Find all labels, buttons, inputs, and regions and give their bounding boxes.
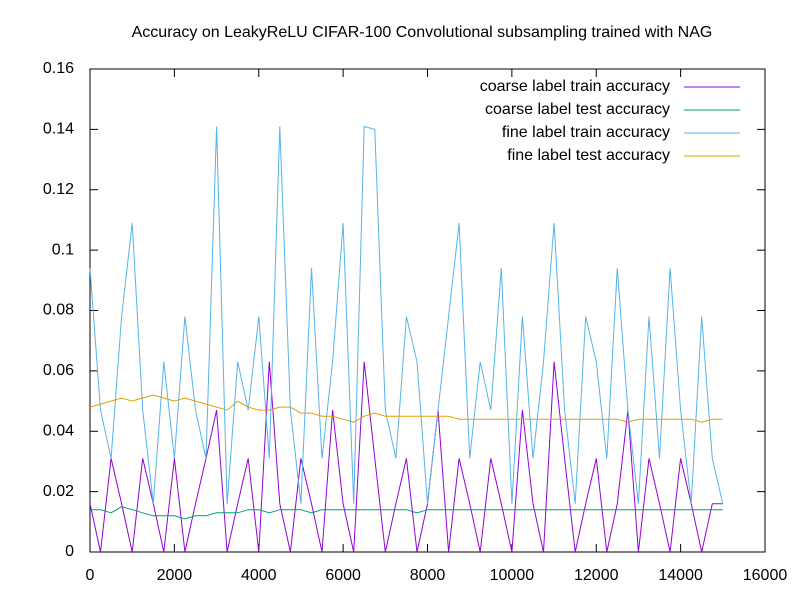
x-tick-label: 14000 [658, 567, 703, 584]
plot-frame [89, 68, 766, 553]
x-tick-label: 8000 [410, 567, 446, 584]
x-tick-label: 4000 [241, 567, 277, 584]
x-tick-label: 6000 [325, 567, 361, 584]
series-line [89, 125, 724, 504]
legend-label: coarse label test accuracy [485, 101, 670, 118]
x-tick-label: 12000 [574, 567, 619, 584]
y-tick-label: 0.14 [43, 121, 74, 138]
series-line [90, 506, 723, 520]
y-tick-label: 0.16 [43, 60, 74, 77]
x-tick-label: 16000 [743, 567, 788, 584]
legend-label: coarse label train accuracy [480, 78, 670, 95]
y-tick-label: 0.06 [43, 362, 74, 379]
legend-label: fine label train accuracy [502, 124, 670, 141]
y-tick-label: 0.02 [43, 483, 74, 500]
y-tick-label: 0.1 [52, 241, 74, 258]
y-tick-label: 0 [65, 543, 74, 560]
x-tick-label: 2000 [157, 567, 193, 584]
y-tick-label: 0.08 [43, 302, 74, 319]
chart-title: Accuracy on LeakyReLU CIFAR-100 Convolut… [132, 24, 713, 41]
series-line [89, 394, 723, 423]
x-tick-label: 10000 [490, 567, 535, 584]
y-tick-label: 0.12 [43, 181, 74, 198]
y-tick-label: 0.04 [43, 422, 74, 439]
legend-label: fine label test accuracy [507, 147, 670, 164]
x-tick-label: 0 [86, 567, 95, 584]
series-line [89, 361, 723, 553]
